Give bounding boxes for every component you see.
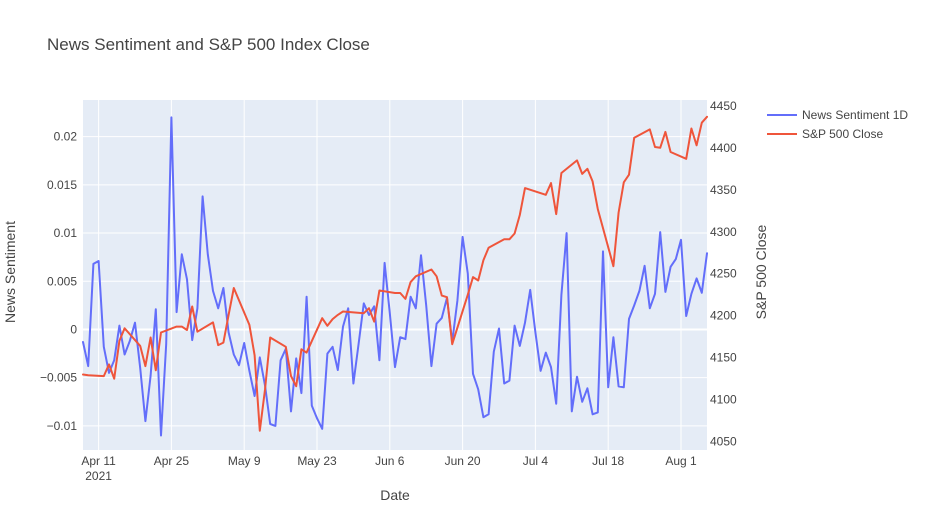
x-tick-label: May 23 bbox=[297, 454, 337, 468]
y2-tick-label: 4300 bbox=[710, 225, 737, 239]
legend-label: S&P 500 Close bbox=[802, 127, 883, 141]
x-axis-title: Date bbox=[380, 487, 410, 503]
series-layer bbox=[82, 115, 708, 437]
y2-tick-label: 4200 bbox=[710, 309, 737, 323]
x-tick-label: May 9 bbox=[228, 454, 261, 468]
y-tick-label: 0 bbox=[70, 322, 77, 336]
y2-axis-ticks: 4050 4100 4150 4200 4250 4300 4350 4400 4450 bbox=[710, 99, 737, 449]
y2-tick-label: 4100 bbox=[710, 393, 737, 407]
y-tick-label: 0.01 bbox=[54, 226, 78, 240]
x-tick-label: Apr 25 bbox=[154, 454, 190, 468]
y2-tick-label: 4450 bbox=[710, 99, 737, 113]
x-tick-label: Aug 1 bbox=[665, 454, 697, 468]
x-tick-label: Jul 18 bbox=[592, 454, 624, 468]
legend-label: News Sentiment 1D bbox=[802, 108, 908, 122]
y2-tick-label: 4150 bbox=[710, 351, 737, 365]
x-tick-label: Jul 4 bbox=[523, 454, 549, 468]
y-tick-label: −0.005 bbox=[40, 371, 77, 385]
y-axis-title: News Sentiment bbox=[2, 221, 18, 323]
legend: News Sentiment 1D S&P 500 Close bbox=[767, 108, 908, 141]
y-tick-label: 0.015 bbox=[47, 178, 77, 192]
x-tick-label: Apr 11 bbox=[81, 454, 116, 468]
y-tick-label: 0.02 bbox=[54, 130, 78, 144]
y2-tick-label: 4250 bbox=[710, 267, 737, 281]
y-tick-label: −0.01 bbox=[47, 419, 78, 433]
x-tick-label: Jun 6 bbox=[375, 454, 405, 468]
y-tick-label: 0.005 bbox=[47, 274, 77, 288]
y2-tick-label: 4400 bbox=[710, 141, 737, 155]
y-axis-ticks: −0.01 −0.005 0 0.005 0.01 0.015 0.02 bbox=[40, 130, 77, 433]
series-line-2 bbox=[82, 115, 708, 432]
x-tick-sublabel: 2021 bbox=[85, 469, 112, 483]
y2-axis-title: S&P 500 Close bbox=[753, 224, 769, 319]
y2-tick-label: 4050 bbox=[710, 435, 737, 449]
chart-title: News Sentiment and S&P 500 Index Close bbox=[47, 35, 370, 54]
series-line-1 bbox=[82, 116, 708, 437]
y2-tick-label: 4350 bbox=[710, 183, 737, 197]
x-tick-label: Jun 20 bbox=[445, 454, 481, 468]
